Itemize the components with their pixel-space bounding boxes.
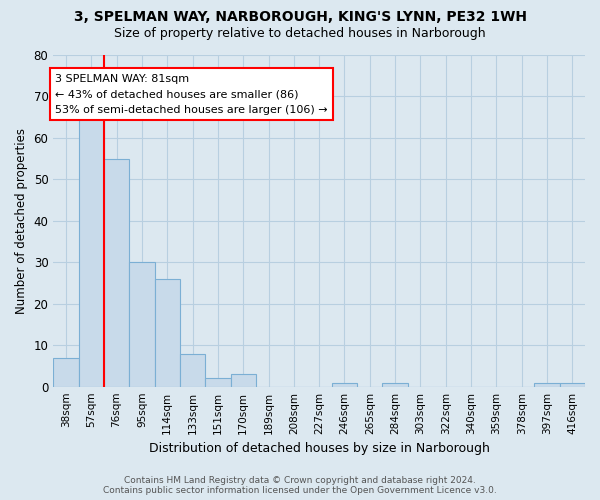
Bar [79,117,104,386]
Text: 3, SPELMAN WAY, NARBOROUGH, KING'S LYNN, PE32 1WH: 3, SPELMAN WAY, NARBOROUGH, KING'S LYNN,… [74,10,527,24]
Bar [535,382,560,386]
Bar [382,382,408,386]
Text: Contains public sector information licensed under the Open Government Licence v3: Contains public sector information licen… [103,486,497,495]
Bar [53,358,79,386]
Text: Size of property relative to detached houses in Narborough: Size of property relative to detached ho… [114,28,486,40]
X-axis label: Distribution of detached houses by size in Narborough: Distribution of detached houses by size … [149,442,490,455]
Bar [180,354,205,386]
Text: 3 SPELMAN WAY: 81sqm
← 43% of detached houses are smaller (86)
53% of semi-detac: 3 SPELMAN WAY: 81sqm ← 43% of detached h… [55,74,328,115]
Bar [332,382,357,386]
Bar [104,158,129,386]
Text: Contains HM Land Registry data © Crown copyright and database right 2024.: Contains HM Land Registry data © Crown c… [124,476,476,485]
Bar [230,374,256,386]
Bar [205,378,230,386]
Bar [560,382,585,386]
Y-axis label: Number of detached properties: Number of detached properties [15,128,28,314]
Bar [155,279,180,386]
Bar [129,262,155,386]
